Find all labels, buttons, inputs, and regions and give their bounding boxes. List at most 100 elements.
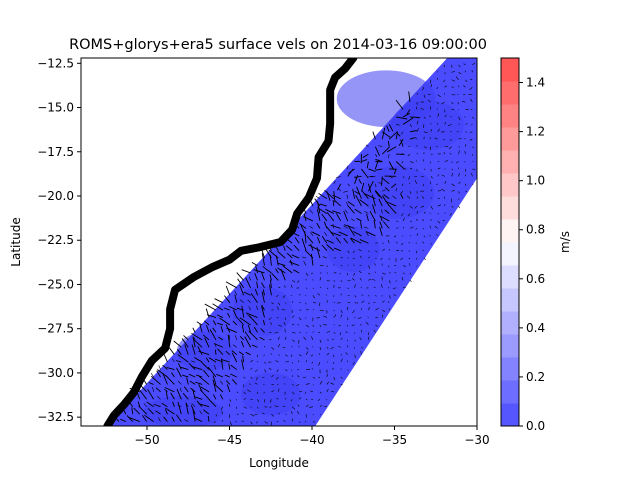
quiver-arrow	[235, 335, 238, 340]
quiver-arrow	[311, 361, 314, 364]
quiver-arrow	[270, 321, 272, 326]
quiver-arrow	[458, 191, 460, 194]
quiver-arrow	[470, 98, 473, 103]
quiver-arrow	[429, 225, 432, 229]
quiver-arrow	[284, 336, 287, 340]
quiver-arrow	[361, 168, 369, 179]
quiver-arrow	[443, 152, 445, 155]
quiver-arrow	[178, 363, 182, 370]
quiver-arrow	[288, 261, 300, 266]
quiver-arrow	[408, 91, 411, 103]
quiver-arrow	[382, 300, 385, 303]
quiver-arrow	[347, 205, 355, 214]
quiver-arrow	[393, 168, 397, 175]
quiver-arrow	[212, 379, 217, 392]
quiver-arrow	[191, 365, 203, 370]
colorbar-label: m/s	[558, 231, 572, 253]
quiver-arrow	[408, 242, 411, 244]
quiver-arrow	[371, 278, 376, 281]
quiver-arrow	[349, 237, 355, 244]
quiver-arrow	[194, 417, 203, 422]
y-tick-label: −17.5	[37, 145, 74, 159]
x-axis-ticks: −50 −45 −40 −35 −30	[134, 426, 490, 447]
quiver-arrow	[144, 414, 154, 422]
quiver-arrow	[303, 261, 307, 266]
quiver-arrow	[269, 406, 272, 408]
quiver-arrow	[221, 411, 224, 415]
quiver-arrow	[299, 223, 307, 229]
quiver-arrow	[345, 209, 348, 214]
quiver-arrow	[423, 211, 426, 214]
quiver-arrow	[373, 220, 376, 229]
quiver-arrow	[326, 381, 329, 385]
quiver-arrow	[409, 191, 412, 195]
quiver-arrow	[358, 249, 362, 251]
quiver-arrow	[229, 399, 231, 402]
quiver-arrow	[221, 419, 224, 422]
quiver-arrow	[437, 94, 441, 98]
quiver-arrow	[423, 94, 426, 98]
quiver-arrow	[443, 196, 445, 199]
quiver-arrow	[275, 268, 279, 274]
quiver-arrow	[429, 137, 432, 140]
quiver-arrow	[214, 349, 217, 355]
quiver-arrow	[263, 354, 265, 356]
quiver-arrow	[220, 358, 224, 370]
quiver-arrow	[277, 262, 286, 266]
quiver-arrow	[293, 244, 300, 251]
quiver-arrow	[409, 226, 414, 229]
quiver-arrow	[317, 293, 321, 296]
quiver-arrow	[379, 226, 383, 236]
quiver-arrow	[312, 309, 314, 311]
quiver-arrow	[388, 280, 391, 284]
quiver-arrow	[172, 401, 175, 407]
quiver-arrow	[400, 131, 404, 135]
quiver-arrow	[375, 153, 378, 158]
quiver-arrow	[176, 388, 182, 400]
quiver-arrow	[337, 183, 342, 191]
quiver-arrow	[213, 421, 217, 424]
quiver-arrow	[332, 362, 335, 365]
quiver-arrow	[362, 153, 369, 158]
quiver-arrow	[385, 200, 397, 207]
quiver-arrow	[429, 212, 431, 214]
quiver-arrow	[301, 256, 307, 259]
quiver-arrow	[278, 354, 280, 356]
eddy-shade	[326, 226, 380, 273]
quiver-arrow	[207, 415, 210, 422]
quiver-arrow	[436, 87, 438, 90]
quiver-arrow	[458, 146, 461, 148]
quiver-arrow	[243, 376, 246, 379]
quiver-arrow	[291, 391, 295, 395]
quiver-arrow	[416, 106, 418, 110]
quiver-arrow	[436, 183, 438, 186]
quiver-arrow	[381, 146, 390, 155]
quiver-arrow	[375, 168, 383, 171]
quiver-arrow	[133, 407, 141, 415]
quiver-arrow	[216, 314, 224, 318]
quiver-arrow	[382, 189, 386, 192]
quiver-arrow	[240, 341, 245, 348]
quiver-arrow	[305, 332, 308, 334]
quiver-arrow	[247, 324, 252, 333]
quiver-arrow	[292, 323, 295, 326]
quiver-arrow	[317, 236, 321, 244]
quiver-arrow	[170, 392, 175, 400]
quiver-arrow	[261, 253, 265, 266]
colorbar-band	[501, 219, 519, 243]
quiver-arrow	[448, 146, 452, 150]
quiver-arrow	[423, 131, 428, 133]
quiver-arrow	[443, 64, 445, 68]
quiver-arrow	[271, 272, 279, 281]
quiver-arrow	[388, 132, 397, 140]
quiver-arrow	[324, 190, 335, 199]
quiver-arrow	[458, 116, 461, 121]
quiver-arrow	[271, 413, 275, 417]
quiver-arrow	[407, 153, 411, 157]
quiver-arrow	[235, 421, 237, 423]
quiver-arrow	[402, 217, 405, 222]
quiver-arrow	[175, 360, 182, 363]
quiver-arrow	[423, 116, 426, 119]
quiver-arrow	[408, 250, 411, 252]
quiver-arrow	[387, 140, 390, 147]
